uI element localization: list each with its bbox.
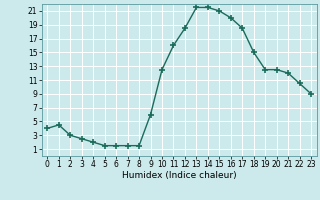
X-axis label: Humidex (Indice chaleur): Humidex (Indice chaleur) xyxy=(122,171,236,180)
